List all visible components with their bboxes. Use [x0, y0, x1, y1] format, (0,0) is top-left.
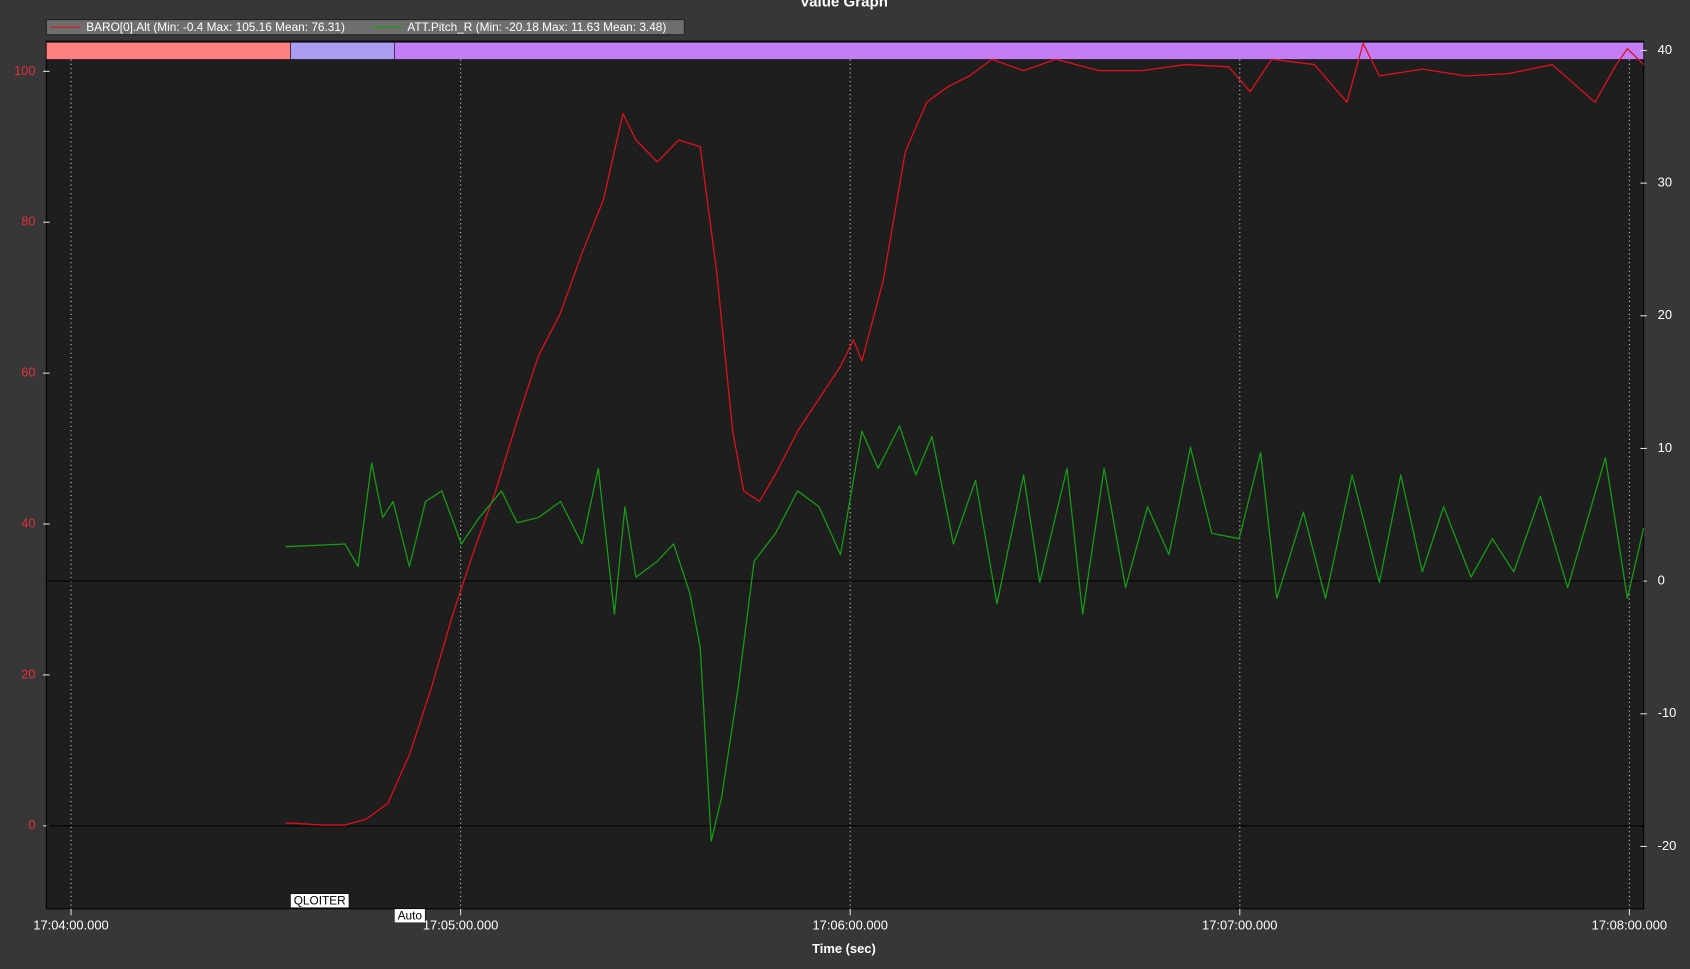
- mode-label: QLOITER: [294, 893, 346, 907]
- chart-title: Value Graph: [800, 0, 888, 10]
- x-tick-label: 17:05:00.000: [423, 917, 498, 932]
- y2-tick-label: 20: [1658, 307, 1672, 322]
- y2-tick-label: 10: [1658, 440, 1672, 455]
- mode-label-box: [394, 908, 426, 924]
- plot-area: [45, 40, 1645, 910]
- y-tick-label: 100: [14, 63, 36, 78]
- mode-label: Auto: [398, 908, 423, 922]
- y-tick-label: 0: [28, 817, 35, 832]
- y2-tick-label: 40: [1658, 42, 1672, 57]
- legend-box: [45, 19, 685, 36]
- legend-label: ATT.Pitch_R (Min: -20.18 Max: 11.63 Mean…: [407, 20, 666, 34]
- series-line: [285, 425, 1645, 842]
- y-tick-label: 20: [21, 666, 35, 681]
- x-tick-label: 17:04:00.000: [33, 917, 108, 932]
- x-tick-label: 17:06:00.000: [812, 917, 887, 932]
- y2-tick-label: -10: [1658, 705, 1677, 720]
- series-line: [285, 42, 1645, 826]
- y2-tick-label: -20: [1658, 838, 1677, 853]
- legend-label: BARO[0].Alt (Min: -0.4 Max: 105.16 Mean:…: [86, 20, 345, 34]
- y2-tick-label: 30: [1658, 175, 1672, 190]
- x-axis-label: Time (sec): [812, 941, 876, 956]
- mode-band: [290, 41, 395, 60]
- x-tick-label: 17:08:00.000: [1592, 917, 1667, 932]
- x-tick-label: 17:07:00.000: [1202, 917, 1277, 932]
- y-tick-label: 40: [21, 515, 35, 530]
- mode-band: [46, 41, 291, 60]
- y-tick-label: 80: [21, 214, 35, 229]
- mode-band: [394, 41, 1644, 60]
- y2-tick-label: 0: [1658, 573, 1665, 588]
- mode-label-box: [290, 893, 350, 909]
- y-tick-label: 60: [21, 365, 35, 380]
